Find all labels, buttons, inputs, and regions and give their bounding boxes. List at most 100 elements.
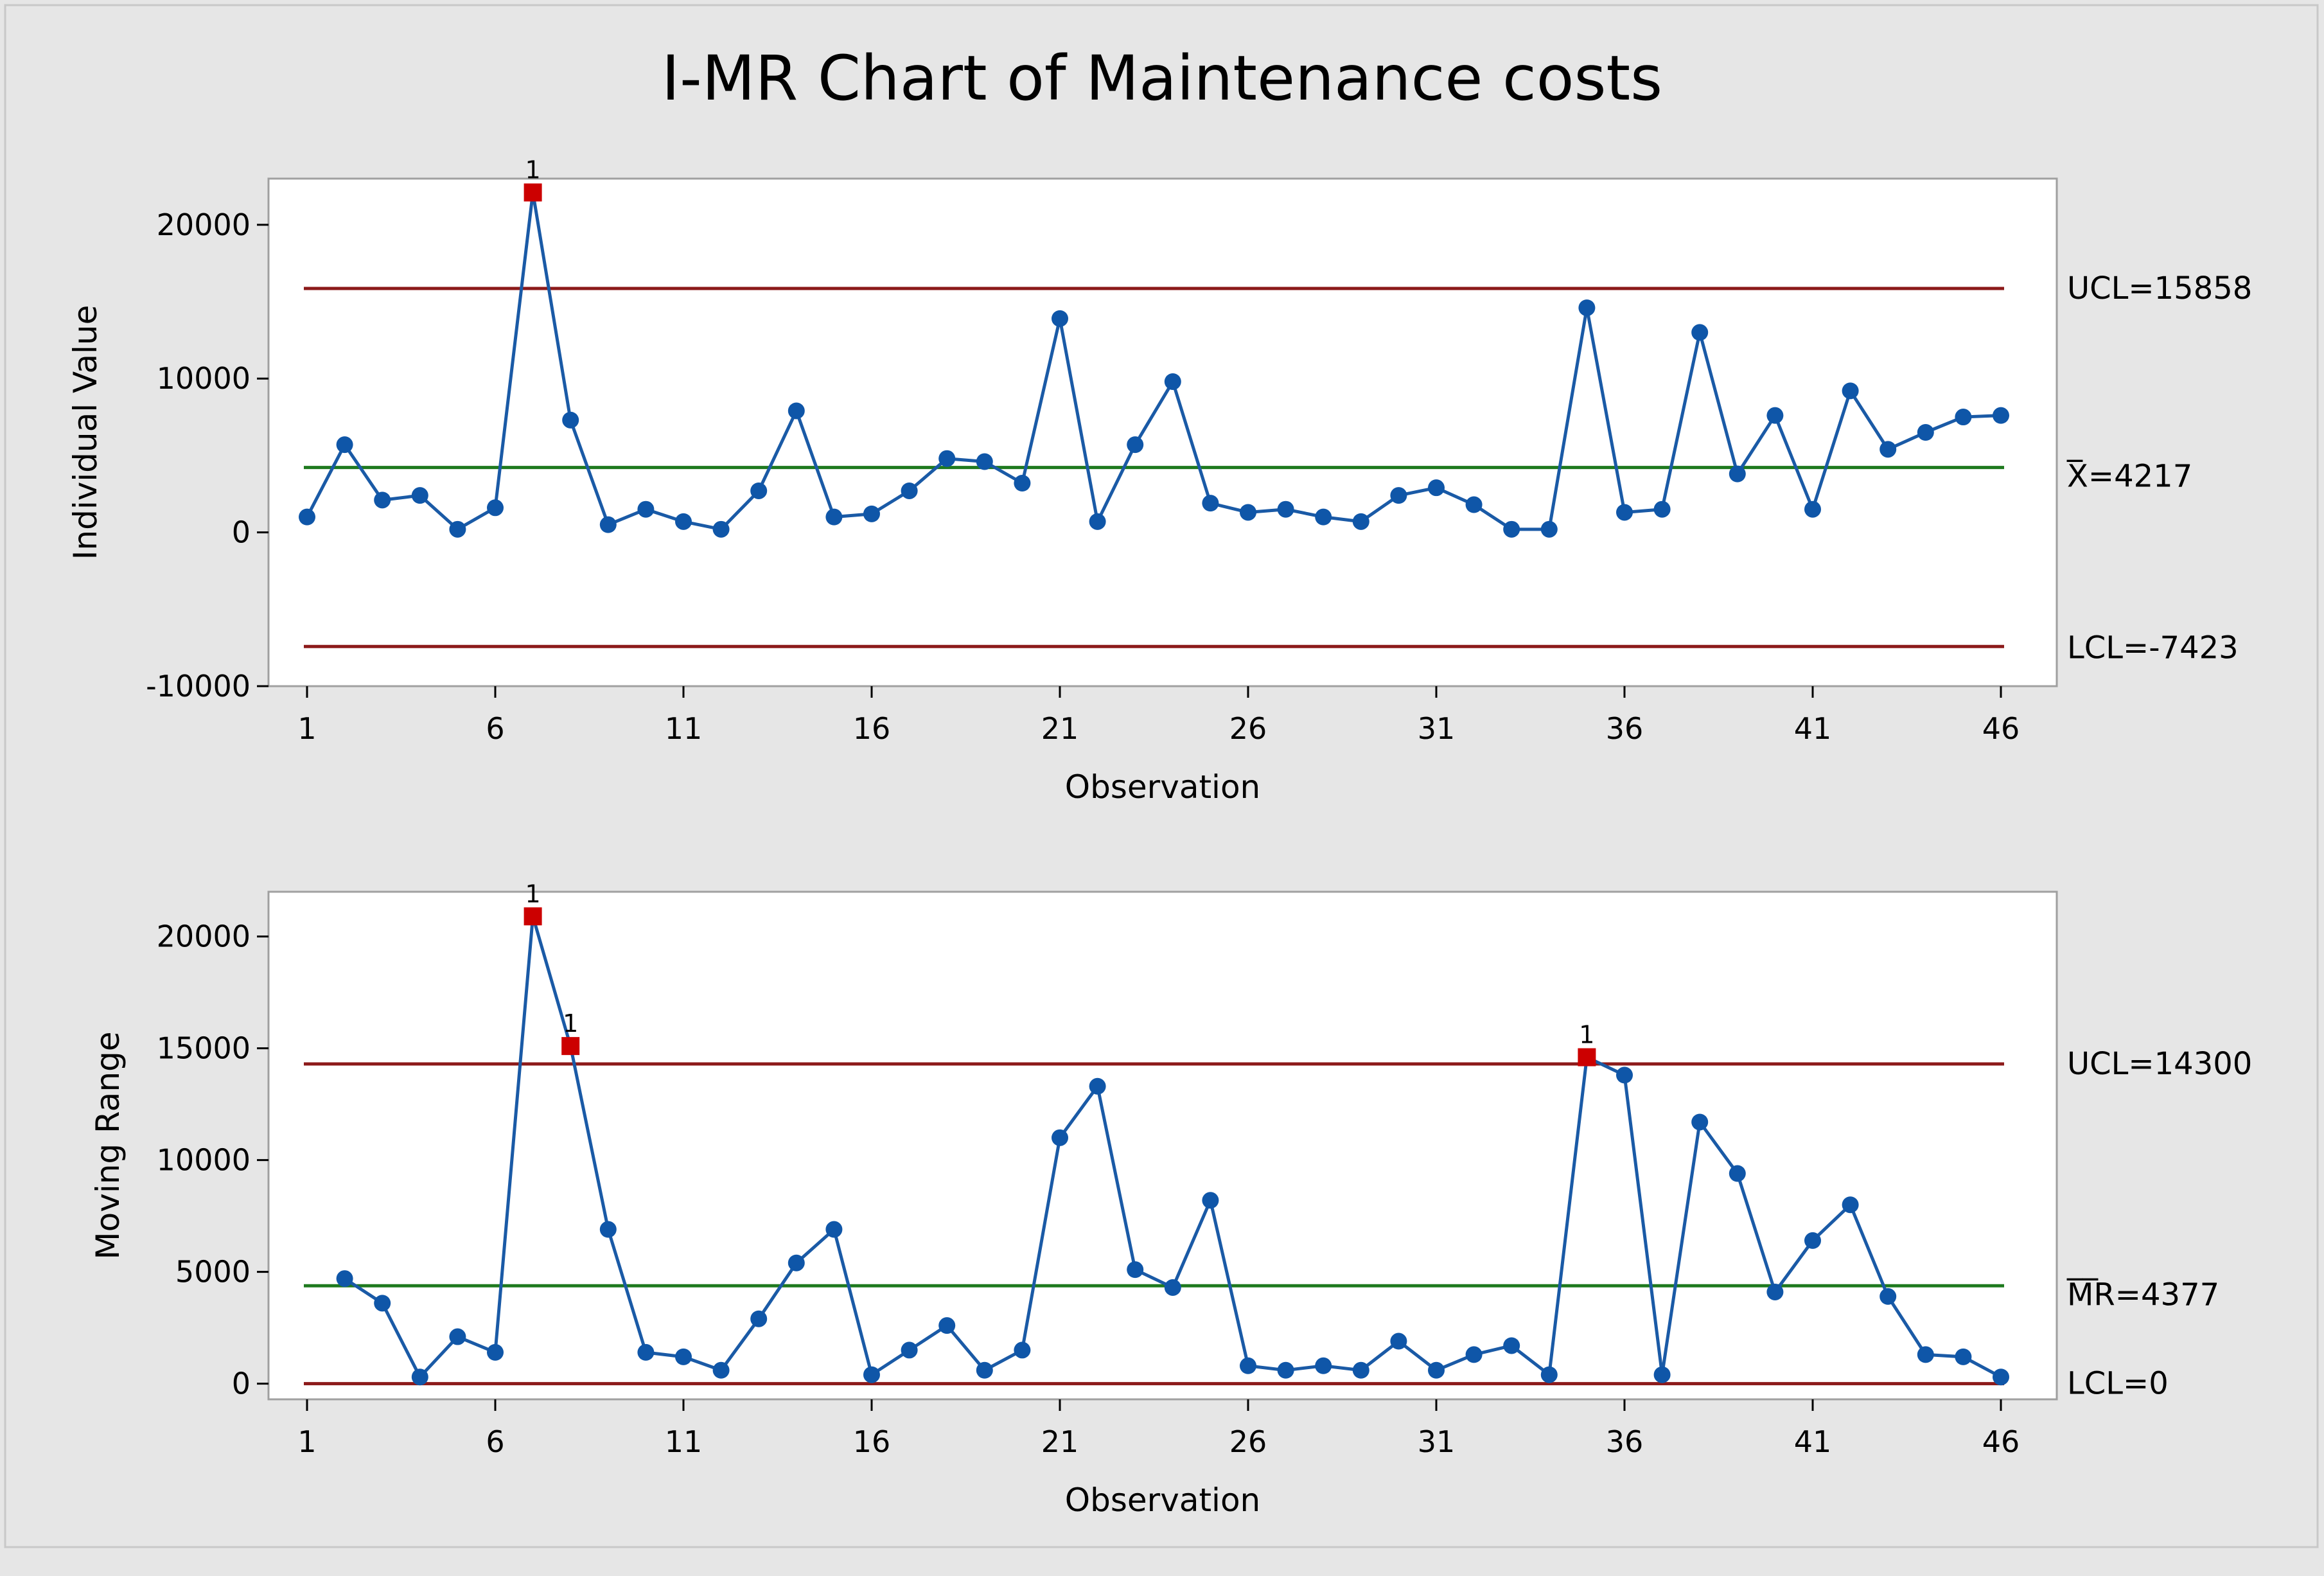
individual-data-point [750, 482, 768, 499]
individual-data-point [1842, 382, 1859, 400]
individual-y-tick-label: -10000 [146, 669, 251, 704]
moving-range-data-point [336, 1270, 353, 1288]
individual-data-point [487, 499, 504, 517]
moving-range-data-point [637, 1343, 655, 1361]
moving-range-data-point [1729, 1165, 1746, 1182]
individual-data-point [1240, 504, 1256, 521]
moving-range-data-point [487, 1343, 504, 1361]
moving-range-data-point [374, 1295, 391, 1312]
chart-title: I-MR Chart of Maintenance costs [662, 42, 1662, 114]
individual-data-point [863, 505, 880, 522]
individual-data-point [1465, 496, 1483, 513]
individual-center-bar: _ [2066, 427, 2083, 463]
moving-range-out-of-control-point [524, 907, 542, 926]
moving-range-y-tick-label: 5000 [175, 1255, 251, 1289]
individual-data-point [901, 482, 918, 499]
moving-range-ucl-label: UCL=14300 [2067, 1046, 2252, 1082]
individual-data-point [712, 520, 730, 538]
moving-range-data-point [1993, 1368, 2009, 1386]
moving-range-plot-area [267, 890, 2058, 1401]
moving-range-x-tick-label: 21 [1041, 1424, 1079, 1459]
individual-ucl-label: UCL=15858 [2067, 270, 2252, 306]
moving-range-y-tick-label: 15000 [157, 1031, 251, 1066]
individual-data-point [1014, 475, 1031, 491]
moving-range-data-point [1352, 1361, 1369, 1379]
individual-data-point [637, 500, 655, 518]
moving-range-data-point [1503, 1337, 1520, 1354]
moving-range-data-point [1465, 1346, 1483, 1363]
individual-data-point [1352, 513, 1369, 530]
moving-range-data-point [712, 1361, 730, 1379]
moving-range-data-point [1691, 1113, 1709, 1131]
moving-range-center-label: MR=4377 [2067, 1277, 2219, 1313]
individual-data-point [938, 450, 956, 467]
individual-data-point [1089, 513, 1106, 530]
individual-data-point [374, 491, 391, 509]
individual-data-point [1540, 520, 1558, 538]
moving-range-x-tick-label: 11 [665, 1424, 703, 1459]
individual-out-of-control-point [524, 183, 542, 202]
moving-range-data-point [1428, 1361, 1445, 1379]
individual-data-point [1804, 500, 1821, 518]
moving-range-data-point [1540, 1366, 1558, 1383]
moving-range-data-point [901, 1341, 918, 1359]
individual-y-tick-label: 10000 [157, 361, 251, 396]
individual-data-point [599, 516, 617, 533]
moving-range-x-tick-label: 1 [297, 1424, 316, 1459]
moving-range-data-point [750, 1310, 768, 1327]
moving-range-x-tick-label: 46 [1982, 1424, 2020, 1459]
moving-range-y-tick-label: 0 [232, 1367, 251, 1401]
individual-data-point [1729, 465, 1746, 483]
moving-range-data-point [1164, 1279, 1181, 1296]
individual-data-point [1428, 479, 1445, 497]
individual-data-point [1955, 409, 1972, 426]
individual-x-tick-label: 31 [1418, 711, 1456, 746]
moving-range-data-point [1955, 1348, 1972, 1365]
individual-data-point [675, 513, 692, 530]
individual-x-tick-label: 26 [1229, 711, 1267, 746]
moving-range-data-point [599, 1221, 617, 1238]
moving-range-x-tick-label: 26 [1229, 1424, 1267, 1459]
moving-range-x-tick-label: 6 [486, 1424, 504, 1459]
moving-range-x-tick-label: 36 [1606, 1424, 1644, 1459]
moving-range-data-point [1014, 1341, 1031, 1359]
moving-range-data-point [1917, 1346, 1934, 1363]
individual-x-tick-label: 41 [1794, 711, 1832, 746]
individual-y-tick-label: 20000 [157, 208, 251, 242]
outer-frame [4, 4, 2319, 1548]
moving-range-data-point [1616, 1067, 1633, 1084]
individual-lcl-label: LCL=-7423 [2067, 630, 2239, 666]
individual-x-tick-label: 1 [297, 711, 316, 746]
individual-data-point [336, 436, 353, 454]
moving-range-data-point [1390, 1333, 1407, 1350]
individual-data-point [1052, 310, 1068, 327]
individual-x-tick-label: 16 [853, 711, 891, 746]
individual-data-point [1917, 424, 1934, 441]
moving-range-data-point [1653, 1366, 1671, 1383]
moving-range-data-point [863, 1366, 880, 1383]
individual-y-tick-label: 0 [232, 515, 251, 550]
moving-range-x-tick-label: 41 [1794, 1424, 1832, 1459]
moving-range-x-tick-label: 31 [1418, 1424, 1456, 1459]
moving-range-data-point [1804, 1232, 1821, 1249]
individual-series-line [305, 191, 2002, 531]
individual-data-point [1578, 299, 1596, 317]
moving-range-data-point [1842, 1196, 1859, 1214]
individual-data-point [1503, 520, 1520, 538]
moving-range-data-point [1277, 1361, 1294, 1379]
individual-data-point [1653, 500, 1671, 518]
individual-data-point [411, 487, 428, 504]
moving-range-data-point [1202, 1192, 1219, 1209]
individual-data-point [1616, 504, 1633, 521]
moving-range-flag-label: 1 [1579, 1021, 1594, 1049]
individual-data-point [976, 453, 993, 470]
moving-range-flag-label: 1 [563, 1009, 578, 1038]
moving-range-data-point [1240, 1357, 1256, 1374]
moving-range-out-of-control-point [561, 1037, 580, 1056]
individual-data-point [825, 508, 843, 526]
moving-range-data-point [938, 1317, 956, 1334]
individual-x-tick-label: 36 [1606, 711, 1644, 746]
moving-range-data-point [449, 1328, 466, 1345]
